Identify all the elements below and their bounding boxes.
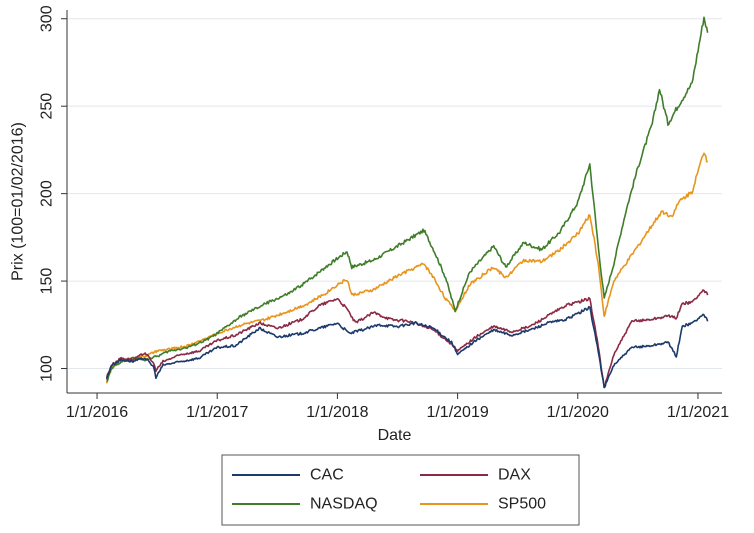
- x-tick-label: 1/1/2016: [66, 404, 128, 421]
- legend-box: [221, 454, 580, 526]
- legend-label-sp500: SP500: [498, 496, 546, 513]
- x-tick-label: 1/1/2020: [547, 404, 609, 421]
- y-axis-ticks: 100 150 200 250 300: [39, 5, 67, 382]
- series-lines: [105, 16, 709, 389]
- y-tick-label: 200: [39, 180, 56, 207]
- legend-label-dax: DAX: [498, 467, 531, 484]
- legend: CAC DAX NASDAQ SP500: [221, 454, 580, 526]
- x-tick-label: 1/1/2017: [186, 404, 248, 421]
- series-line-dax: [105, 289, 709, 389]
- x-axis-ticks: 1/1/2016 1/1/2017 1/1/2018 1/1/2019 1/1/2020…: [66, 393, 729, 421]
- series-line-nasdaq: [106, 16, 709, 383]
- legend-label-nasdaq: NASDAQ: [310, 496, 378, 513]
- y-tick-label: 150: [39, 268, 56, 295]
- x-tick-label: 1/1/2018: [306, 404, 368, 421]
- y-tick-label: 300: [39, 5, 56, 32]
- series-line-cac: [105, 305, 709, 389]
- legend-label-cac: CAC: [310, 467, 344, 484]
- y-tick-label: 250: [39, 93, 56, 120]
- x-tick-label: 1/1/2019: [426, 404, 488, 421]
- x-tick-label: 1/1/2021: [667, 404, 729, 421]
- y-axis-title: Prix (100=01/02/2016): [10, 122, 27, 281]
- x-axis-title: Date: [378, 427, 412, 444]
- y-tick-label: 100: [39, 355, 56, 382]
